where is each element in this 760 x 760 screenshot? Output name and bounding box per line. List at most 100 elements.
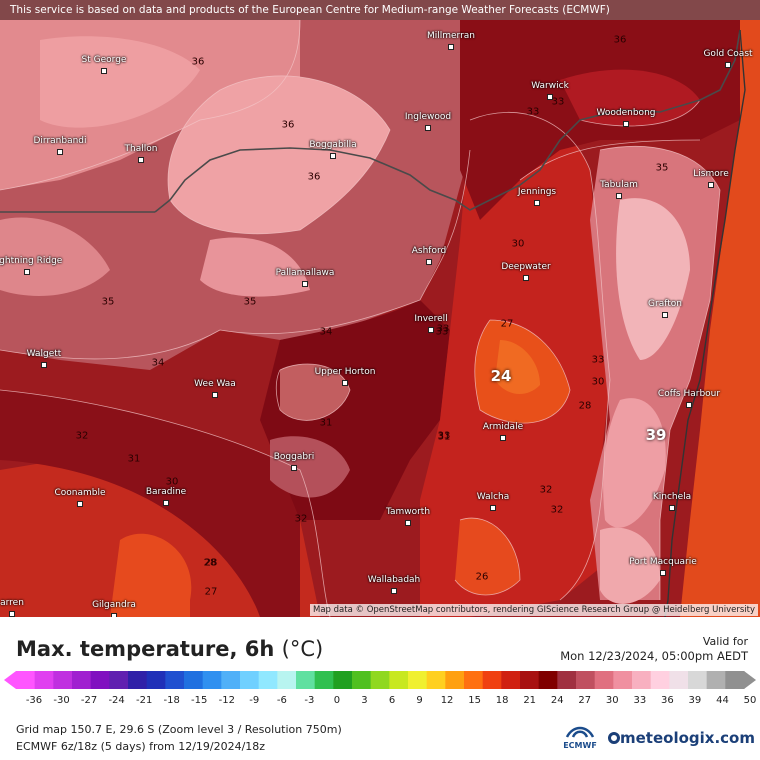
scale-min-arrow (4, 671, 16, 689)
scale-tick-label: -21 (135, 695, 153, 706)
contour-label: 33 (435, 326, 449, 338)
temperature-map[interactable]: This service is based on data and produc… (0, 0, 760, 617)
color-swatch (464, 671, 484, 689)
contour-label: 26 (475, 571, 489, 583)
color-swatch (352, 671, 372, 689)
scale-tick-label: -9 (249, 695, 260, 706)
town-marker (24, 269, 30, 275)
contour-label: 36 (281, 119, 295, 131)
color-swatch (240, 671, 260, 689)
color-swatch (725, 671, 745, 689)
color-swatch (53, 671, 73, 689)
town-marker (101, 68, 107, 74)
scale-tick-label: 50 (743, 695, 757, 706)
town-marker (616, 193, 622, 199)
legend-panel: Max. temperature, 6h (°C) Valid for Mon … (0, 617, 760, 760)
town-label: Walcha (476, 492, 510, 502)
valid-label: Valid for (702, 635, 748, 648)
town-marker (291, 465, 297, 471)
contour-label: 33 (591, 354, 605, 366)
scale-tick-label: 0 (333, 695, 341, 706)
contour-label: 31 (127, 453, 141, 465)
town-label: Pallamallawa (275, 268, 335, 278)
contour-label: 28 (204, 557, 218, 569)
color-swatch (650, 671, 670, 689)
town-label: Warwick (531, 81, 569, 91)
scale-tick-label: 36 (661, 695, 674, 706)
valid-time: Mon 12/23/2024, 05:00pm AEDT (560, 649, 748, 663)
contour-label: 33 (551, 96, 565, 108)
contour-label: 34 (151, 357, 165, 369)
color-scale-ticks: -36 -30 -27 -24 -21 -18 -15 -12 -9 -6 -3 0 3 6 9 12 15 18… (0, 695, 760, 709)
model-info: ECMWF 6z/18z (5 days) from 12/19/2024/18… (16, 740, 266, 753)
scale-tick-label: -24 (108, 695, 125, 706)
scale-tick-label: 30 (605, 695, 619, 706)
contour-label: 33 (437, 430, 451, 442)
scale-tick-label: -3 (304, 695, 315, 706)
ecmwf-logo-icon (565, 726, 595, 738)
scale-tick-label: 18 (495, 695, 509, 706)
town-marker (425, 125, 431, 131)
scale-tick-label: 27 (578, 695, 592, 706)
scale-tick-label: -18 (163, 695, 180, 706)
meteologix-brand[interactable]: meteologix.com (608, 729, 755, 747)
contour-label: 28 (203, 557, 217, 569)
town-label: Ashford (411, 246, 447, 256)
contour-label: 27 (204, 586, 218, 598)
color-swatch (632, 671, 652, 689)
town-marker (686, 402, 692, 408)
scale-tick-label: 44 (716, 695, 729, 706)
town-marker (660, 570, 666, 576)
color-swatch (613, 671, 633, 689)
town-label: Baradine (145, 487, 187, 497)
color-swatch (34, 671, 54, 689)
color-swatch (165, 671, 185, 689)
town-label: Port Macquarie (629, 557, 697, 567)
town-marker (138, 157, 144, 163)
color-scale-bar (4, 671, 756, 689)
contour-label: 33 (526, 106, 540, 118)
town-label: Grafton (648, 299, 682, 309)
contour-label: 31 (319, 417, 333, 429)
town-label: Lismore (693, 169, 729, 179)
town-marker (534, 200, 540, 206)
contour-label: 32 (294, 513, 308, 525)
color-swatch (184, 671, 204, 689)
town-marker (428, 327, 434, 333)
town-marker (523, 275, 529, 281)
town-label: Wallabadah (367, 575, 421, 585)
town-marker (500, 435, 506, 441)
contour-label: 34 (319, 326, 333, 338)
color-swatch (333, 671, 353, 689)
contour-label: 32 (539, 484, 553, 496)
map-attribution[interactable]: Map data © OpenStreetMap contributors, r… (310, 604, 758, 616)
legend-unit: (°C) (281, 637, 324, 661)
town-marker (302, 281, 308, 287)
scale-tick-label: -6 (276, 695, 287, 706)
town-marker (77, 501, 83, 507)
town-marker (448, 44, 454, 50)
grid-info: Grid map 150.7 E, 29.6 S (Zoom level 3 /… (16, 723, 342, 736)
color-swatch (576, 671, 596, 689)
town-label: arren (0, 598, 24, 608)
scale-tick-label: -36 (25, 695, 43, 706)
color-swatch (370, 671, 390, 689)
color-swatch (688, 671, 708, 689)
town-label: Wee Waa (194, 379, 236, 389)
color-swatch (277, 671, 297, 689)
color-swatch (90, 671, 110, 689)
contour-label: 32 (75, 430, 89, 442)
town-marker (330, 153, 336, 159)
color-swatch (538, 671, 558, 689)
color-swatch (16, 671, 36, 689)
town-label: Inverell (414, 314, 448, 324)
color-swatch (128, 671, 148, 689)
town-label: Inglewood (404, 112, 452, 122)
scale-tick-label: 24 (550, 695, 564, 706)
peak-value-label: 39 (645, 426, 667, 444)
scale-tick-label: -12 (218, 695, 235, 706)
contour-label: 36 (191, 56, 205, 68)
town-marker (342, 380, 348, 386)
town-marker (405, 520, 411, 526)
color-swatch (669, 671, 689, 689)
